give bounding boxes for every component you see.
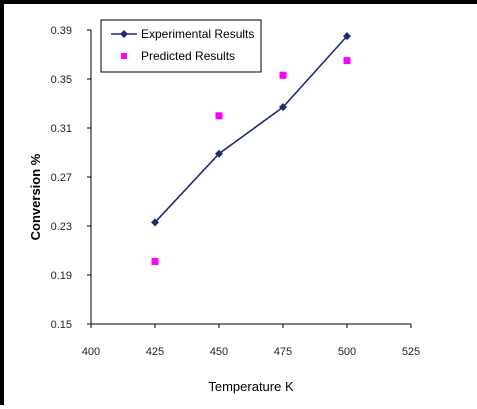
legend-box (100, 19, 262, 73)
legend: Experimental Results Predicted Results (100, 19, 262, 73)
predicted-point (215, 112, 223, 120)
x-tick-label: 475 (274, 346, 292, 358)
x-axis-title: Temperature K (208, 379, 294, 394)
experimental-point (215, 149, 223, 158)
predicted-point (279, 71, 287, 79)
y-axis-title: Conversion % (28, 153, 43, 240)
x-ticks: 400 425 450 475 500 525 (82, 324, 420, 358)
chart: 400 425 450 475 500 525 0.150.190.230.270.310… (28, 19, 420, 394)
experimental-point (343, 32, 351, 41)
y-tick-label: 0.31 (51, 123, 72, 135)
experimental-point (151, 218, 159, 227)
experimental-point (279, 103, 287, 112)
legend-label-predicted: Predicted Results (141, 49, 235, 63)
y-tick-label: 0.35 (51, 74, 72, 86)
y-tick-label: 0.39 (51, 25, 72, 37)
x-tick-label: 400 (82, 346, 100, 358)
legend-item-experimental: Experimental Results (111, 27, 254, 41)
legend-marker-diamond (120, 30, 128, 38)
x-tick-label: 500 (338, 346, 356, 358)
x-tick-label: 425 (146, 346, 164, 358)
y-tick-label: 0.27 (51, 172, 72, 184)
series-layer (151, 32, 351, 266)
y-tick-label: 0.15 (51, 319, 72, 331)
y-tick-label: 0.19 (51, 270, 72, 282)
y-tick-label: 0.23 (51, 221, 72, 233)
axes (90, 30, 411, 325)
predicted-point (151, 258, 159, 266)
legend-marker-square (121, 53, 127, 59)
legend-item-predicted: Predicted Results (121, 49, 235, 63)
y-ticks: 0.15 0.19 0.23 0.27 0.31 0.35 0.39 (51, 25, 91, 331)
predicted-point (343, 57, 351, 65)
x-tick-label: 450 (210, 346, 228, 358)
experimental-series-line (154, 35, 348, 223)
x-tick-label: 525 (402, 346, 420, 358)
legend-label-experimental: Experimental Results (141, 27, 254, 41)
